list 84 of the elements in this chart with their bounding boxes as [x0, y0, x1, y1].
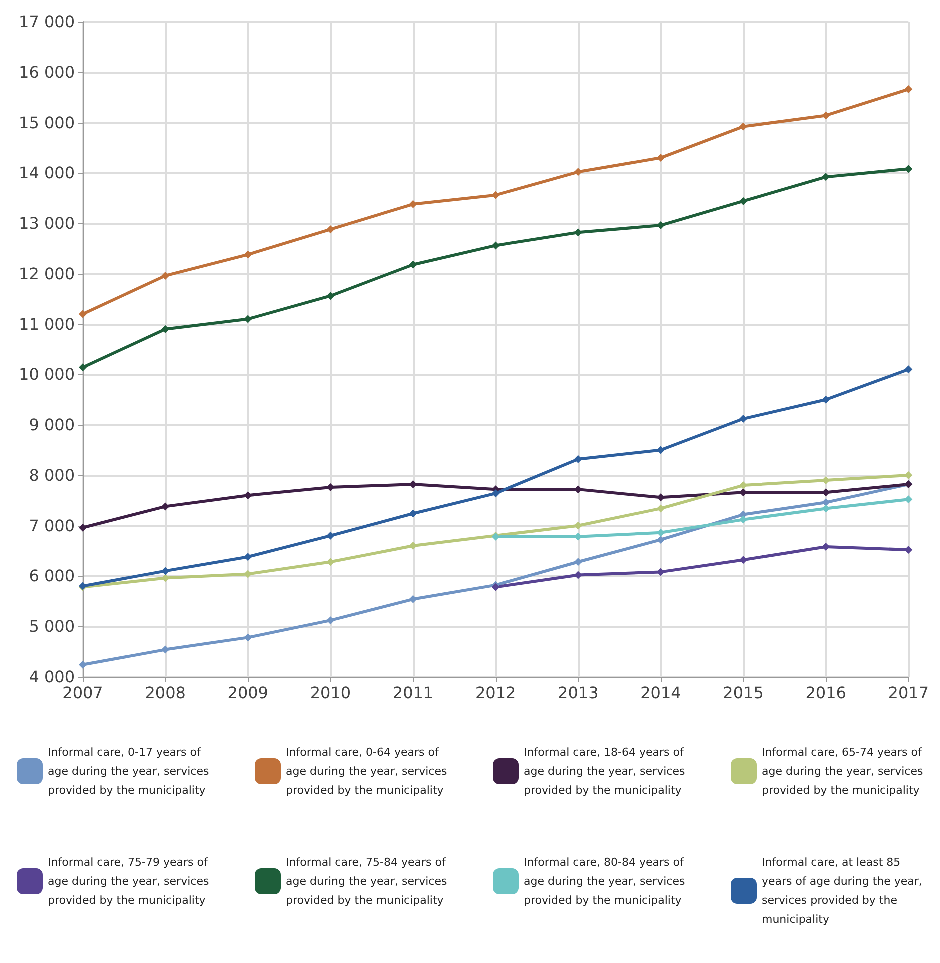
point [656, 536, 665, 544]
x-tick-label: 2013 [558, 684, 599, 702]
point [409, 595, 418, 604]
point [244, 315, 252, 324]
x-tick-label: 2016 [806, 684, 846, 702]
point [409, 542, 418, 550]
point [904, 496, 913, 504]
point [162, 646, 170, 654]
point [904, 165, 913, 174]
point [822, 488, 830, 497]
legend-label: Informal care, 18-64 years of age during the year, services provided by the municipality [524, 746, 689, 797]
point [162, 567, 170, 576]
point [822, 396, 830, 404]
point [822, 173, 830, 182]
x-tick-label: 2008 [145, 684, 186, 702]
y-tick-label: 16 000 [19, 62, 75, 82]
point [79, 364, 87, 372]
y-tick-label: 12 000 [19, 264, 75, 284]
point [656, 504, 665, 513]
point [904, 546, 913, 554]
point [904, 86, 913, 94]
point [244, 634, 252, 642]
point [409, 510, 418, 518]
y-tick-label: 7 000 [29, 516, 75, 536]
point [79, 524, 87, 532]
x-tick-label: 2015 [723, 684, 764, 702]
x-tick-label: 2014 [640, 684, 682, 702]
point [492, 242, 500, 250]
y-tick-label: 11 000 [19, 314, 75, 334]
legend-label: Informal care, 0-64 years of age during the year, services provided by the municipality [286, 746, 451, 797]
legend-label: Informal care, at least 85 years of age during the year, services provided by the municipality [762, 856, 926, 926]
point [244, 492, 252, 500]
y-tick-label: 17 000 [19, 12, 75, 32]
x-tick-label: 2011 [392, 684, 434, 702]
x-tick-label: 2007 [62, 684, 104, 702]
point [740, 197, 748, 206]
x-tick-label: 2017 [888, 684, 929, 702]
y-tick-label: 15 000 [19, 113, 75, 132]
point [822, 498, 830, 507]
point [574, 455, 582, 464]
point [492, 191, 500, 200]
point [656, 446, 665, 454]
point [162, 502, 170, 511]
x-tick-label: 2010 [310, 684, 352, 702]
legend-label: Informal care, 75-84 years of age during the year, services provided by the municipality [286, 856, 451, 907]
legend-label: Informal care, 75-79 years of age during the year, services provided by the municipality [48, 856, 213, 907]
point [162, 272, 170, 280]
point [326, 532, 335, 540]
point [904, 366, 913, 374]
point [656, 494, 665, 502]
x-tick-label: 2009 [228, 684, 268, 702]
point [574, 228, 582, 237]
legend-label: Informal care, 65-74 years of age during the year, services provided by the municipality [762, 746, 927, 797]
y-tick-label: 5 000 [29, 617, 75, 636]
y-tick-label: 8 000 [29, 466, 75, 485]
point [244, 553, 252, 562]
legend-label: Informal care, 80-84 years of age during the year, services provided by the municipality [524, 856, 689, 907]
point [244, 250, 252, 259]
y-tick-label: 13 000 [19, 214, 75, 234]
point [326, 292, 335, 300]
point [740, 415, 748, 424]
point [79, 660, 87, 669]
y-tick-label: 4 000 [29, 668, 75, 686]
point [326, 226, 335, 234]
point [904, 471, 913, 480]
point [740, 122, 748, 131]
y-tick-label: 9 000 [29, 416, 75, 435]
point [574, 558, 582, 566]
y-tick-label: 14 000 [19, 164, 75, 183]
x-tick-label: 2012 [475, 684, 516, 702]
y-tick-label: 6 000 [29, 566, 75, 586]
point [409, 200, 418, 208]
point [740, 516, 748, 524]
point [822, 112, 830, 120]
point [79, 310, 87, 318]
legend-label: Informal care, 0-17 years of age during the year, services provided by the municipality [48, 746, 213, 797]
point [492, 490, 500, 498]
point [409, 480, 418, 489]
y-tick-label: 10 000 [19, 365, 75, 384]
point [574, 522, 582, 530]
point [409, 260, 418, 269]
point [326, 558, 335, 566]
point [574, 168, 582, 176]
point [326, 616, 335, 625]
